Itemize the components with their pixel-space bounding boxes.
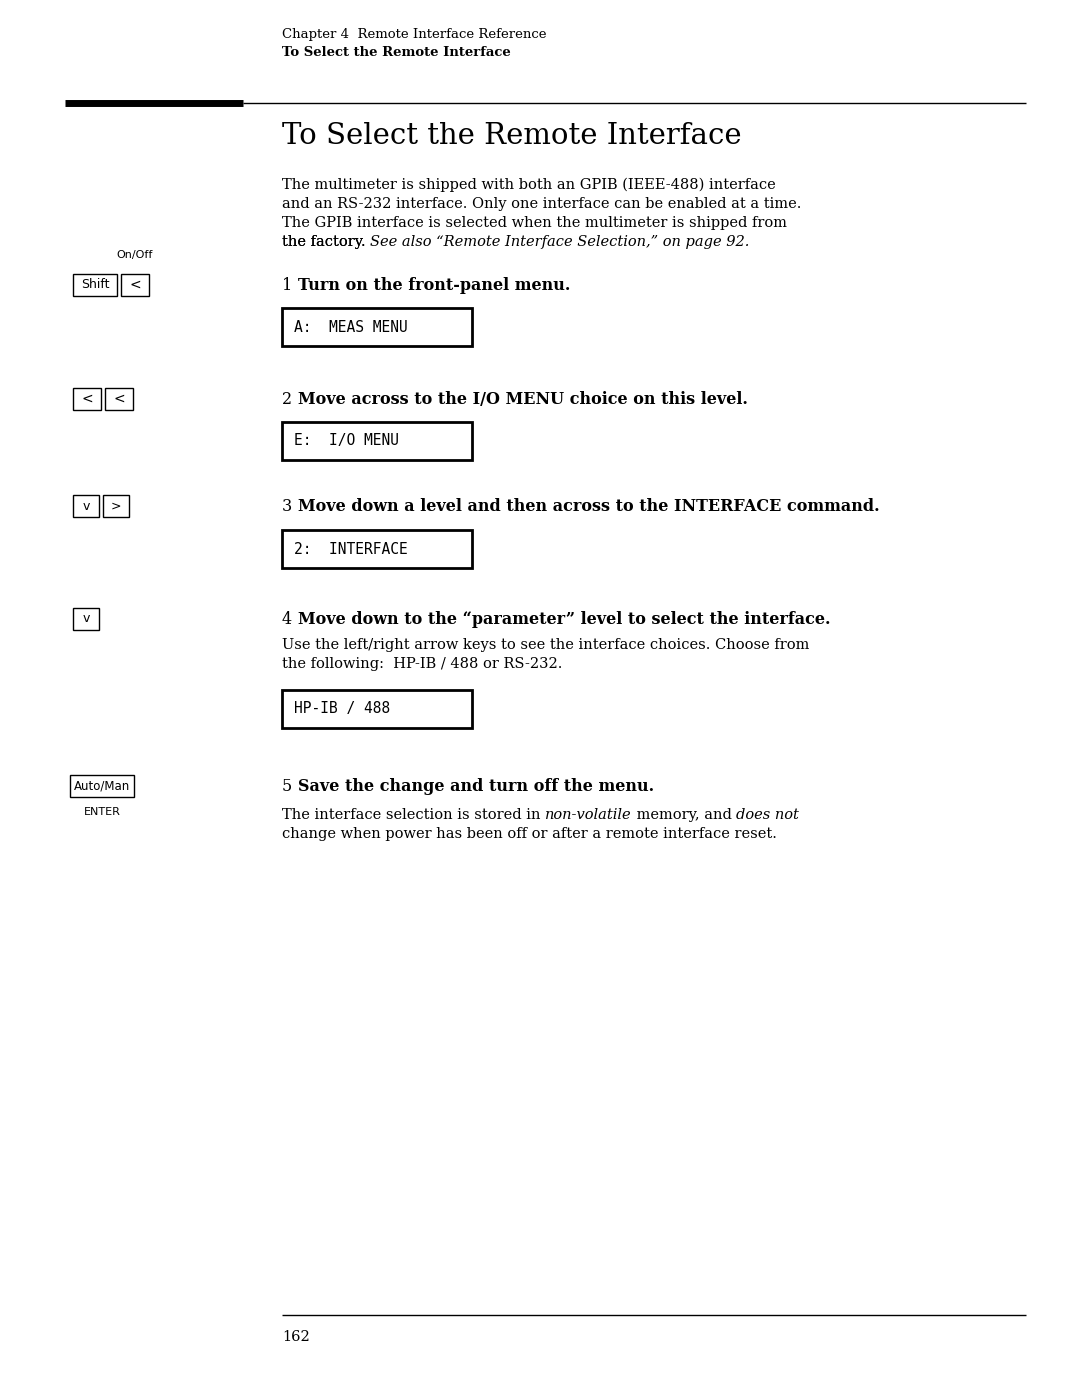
Bar [73, 388, 102, 409]
Bar [282, 690, 472, 728]
Text: The GPIB interface is selected when the multimeter is shipped from: The GPIB interface is selected when the … [282, 217, 787, 231]
Text: Chapter 4  Remote Interface Reference: Chapter 4 Remote Interface Reference [282, 28, 546, 41]
Text: On/Off: On/Off [117, 250, 153, 260]
Text: Save the change and turn off the menu.: Save the change and turn off the menu. [298, 778, 654, 795]
Text: <: < [81, 393, 93, 407]
Text: >: > [111, 500, 121, 513]
Text: Use the left/right arrow keys to see the interface choices. Choose from: Use the left/right arrow keys to see the… [282, 638, 809, 652]
Text: does not: does not [737, 807, 799, 821]
Text: the factory.: the factory. [282, 235, 370, 249]
Text: non-volatile: non-volatile [545, 807, 632, 821]
Text: To Select the Remote Interface: To Select the Remote Interface [282, 46, 511, 59]
Bar [282, 529, 472, 569]
Text: 1: 1 [282, 277, 293, 293]
Text: 2: 2 [282, 391, 292, 408]
Bar [70, 775, 134, 798]
Text: A:  MEAS MENU: A: MEAS MENU [294, 320, 408, 334]
Text: Auto/Man: Auto/Man [73, 780, 130, 792]
Text: Move down a level and then across to the INTERFACE command.: Move down a level and then across to the… [298, 497, 879, 515]
Bar [103, 495, 129, 517]
Bar [73, 274, 117, 296]
Bar [73, 608, 99, 630]
Text: Shift: Shift [81, 278, 109, 292]
Text: To Select the Remote Interface: To Select the Remote Interface [282, 122, 742, 149]
Text: HP-IB / 488: HP-IB / 488 [294, 701, 390, 717]
Bar [73, 495, 99, 517]
Text: Turn on the front-panel menu.: Turn on the front-panel menu. [298, 277, 570, 293]
Text: the factory.: the factory. [282, 235, 370, 249]
Text: See also “Remote Interface Selection,” on page 92.: See also “Remote Interface Selection,” o… [370, 235, 750, 249]
Bar [282, 422, 472, 460]
Text: 4: 4 [282, 610, 292, 629]
Text: 5: 5 [282, 778, 293, 795]
Text: <: < [113, 393, 125, 407]
Text: change when power has been off or after a remote interface reset.: change when power has been off or after … [282, 827, 777, 841]
Text: The multimeter is shipped with both an GPIB (IEEE-488) interface: The multimeter is shipped with both an G… [282, 177, 775, 193]
Text: v: v [82, 612, 90, 626]
Text: Move down to the “parameter” level to select the interface.: Move down to the “parameter” level to se… [298, 610, 831, 629]
Text: <: < [130, 278, 140, 292]
Text: 2:  INTERFACE: 2: INTERFACE [294, 542, 408, 556]
Text: The interface selection is stored in: The interface selection is stored in [282, 807, 545, 821]
Text: v: v [82, 500, 90, 513]
Text: 162: 162 [282, 1330, 310, 1344]
Text: Move across to the I/O MENU choice on this level.: Move across to the I/O MENU choice on th… [298, 391, 747, 408]
Bar [105, 388, 133, 409]
Text: and an RS-232 interface. Only one interface can be enabled at a time.: and an RS-232 interface. Only one interf… [282, 197, 801, 211]
Text: 3: 3 [282, 497, 293, 515]
Text: memory, and: memory, and [632, 807, 737, 821]
Bar [121, 274, 149, 296]
Bar [282, 307, 472, 346]
Text: the following:  HP-IB / 488 or RS-232.: the following: HP-IB / 488 or RS-232. [282, 657, 563, 671]
Text: E:  I/O MENU: E: I/O MENU [294, 433, 399, 448]
Text: ENTER: ENTER [83, 807, 121, 817]
